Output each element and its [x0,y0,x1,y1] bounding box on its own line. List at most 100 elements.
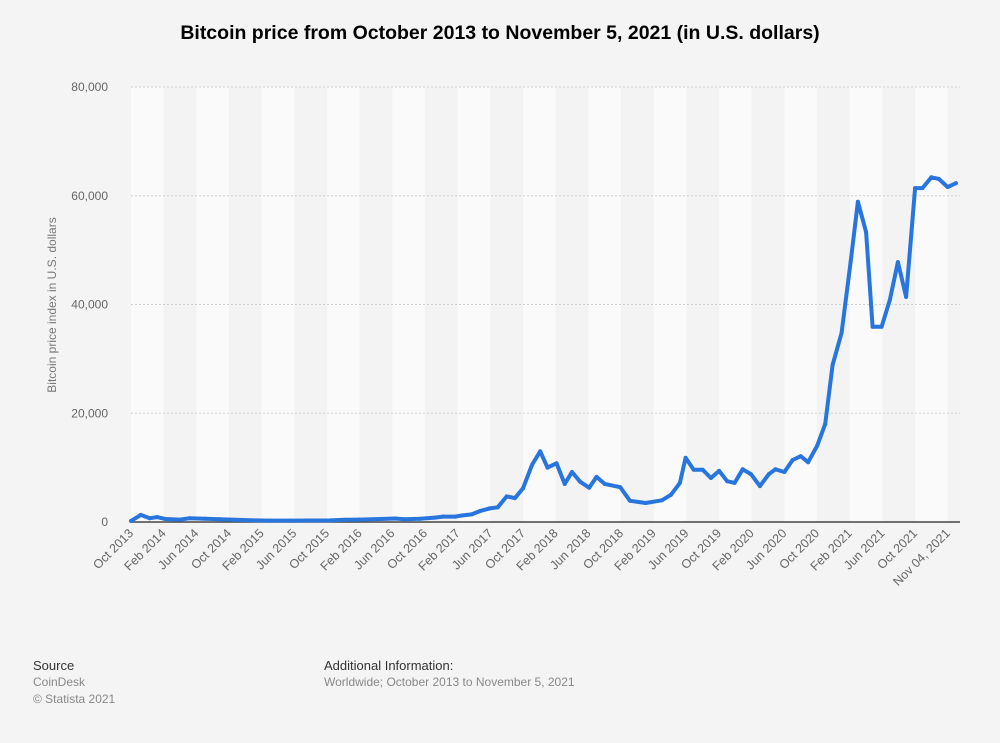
data-point [790,458,795,463]
data-point [587,485,592,490]
data-point [700,467,705,472]
data-point [570,469,575,474]
data-point [618,485,623,490]
data-point [708,475,713,480]
data-point [147,516,152,521]
data-point [187,516,192,521]
data-point [267,518,272,523]
data-point [628,498,633,503]
data-point [683,455,688,460]
data-point [945,185,950,190]
data-point [218,517,223,522]
data-point [328,518,333,523]
data-point [848,260,853,265]
data-point [392,516,397,521]
data-point [521,486,526,491]
data-point [677,480,682,485]
price-line [129,175,958,523]
y-axis-title: Bitcoin price index in U.S. dollars [45,217,59,392]
background-band [947,87,960,522]
data-point [757,484,762,489]
background-band [261,87,295,522]
data-point [530,462,535,467]
background-band [849,87,883,522]
data-point [740,467,745,472]
data-point [773,467,778,472]
data-point [782,469,787,474]
additional-info-heading: Additional Information: [324,658,454,673]
source-link[interactable]: CoinDesk [33,675,86,689]
additional-info-block: Additional Information: Worldwide; Octob… [324,657,575,691]
data-point [855,199,860,204]
y-axis-ticks: 0 20,000 40,000 60,000 80,000 [71,80,108,529]
data-point [806,460,811,465]
data-point [936,176,941,181]
data-point [879,324,884,329]
data-point [732,480,737,485]
data-point [477,509,482,514]
y-tick-label: 0 [101,515,108,529]
data-point [163,517,168,522]
y-tick-label: 80,000 [71,80,108,94]
data-point [469,512,474,517]
copyright: © Statista 2021 [33,692,116,706]
data-point [920,186,925,191]
data-point [798,454,803,459]
y-tick-label: 20,000 [71,406,108,420]
y-tick-label: 60,000 [71,189,108,203]
chart-title: Bitcoin price from October 2013 to Novem… [180,22,820,44]
data-point [929,175,934,180]
source-heading: Source [33,658,75,673]
series-bitcoin-price [129,175,958,523]
data-point [487,506,492,511]
data-point [748,472,753,477]
data-point [178,517,183,522]
data-point [545,465,550,470]
data-point [288,518,293,523]
data-point [342,517,347,522]
source-block: Source CoinDesk © Statista 2021 [33,657,115,708]
data-point [725,479,730,484]
data-point [253,518,258,523]
data-point [378,517,383,522]
data-point [538,449,543,454]
background-band [457,87,491,522]
data-point [357,517,362,522]
data-point [453,514,458,519]
data-point [432,515,437,520]
data-point [562,481,567,486]
data-point [459,513,464,518]
data-point [895,260,900,265]
data-point [402,517,407,522]
data-point [823,422,828,427]
data-point [495,505,500,510]
data-point [440,514,445,519]
data-point [870,324,875,329]
data-point [815,443,820,448]
data-point [668,492,673,497]
data-point [766,472,771,477]
data-point [659,498,664,503]
data-point [643,500,648,505]
data-point [512,496,517,501]
background-band [653,87,687,522]
data-point [904,294,909,299]
data-point [504,494,509,499]
data-point [839,330,844,335]
data-point [129,518,133,523]
data-point [594,474,599,479]
data-point [418,516,423,521]
data-point [830,362,835,367]
data-point [913,186,918,191]
data-point [887,298,892,303]
data-point [138,512,143,517]
data-point [155,515,160,520]
additional-info-text: Worldwide; October 2013 to November 5, 2… [324,675,575,689]
data-point [307,518,312,523]
data-point [578,479,583,484]
data-point [203,516,208,521]
data-point [691,467,696,472]
data-point [232,517,237,522]
